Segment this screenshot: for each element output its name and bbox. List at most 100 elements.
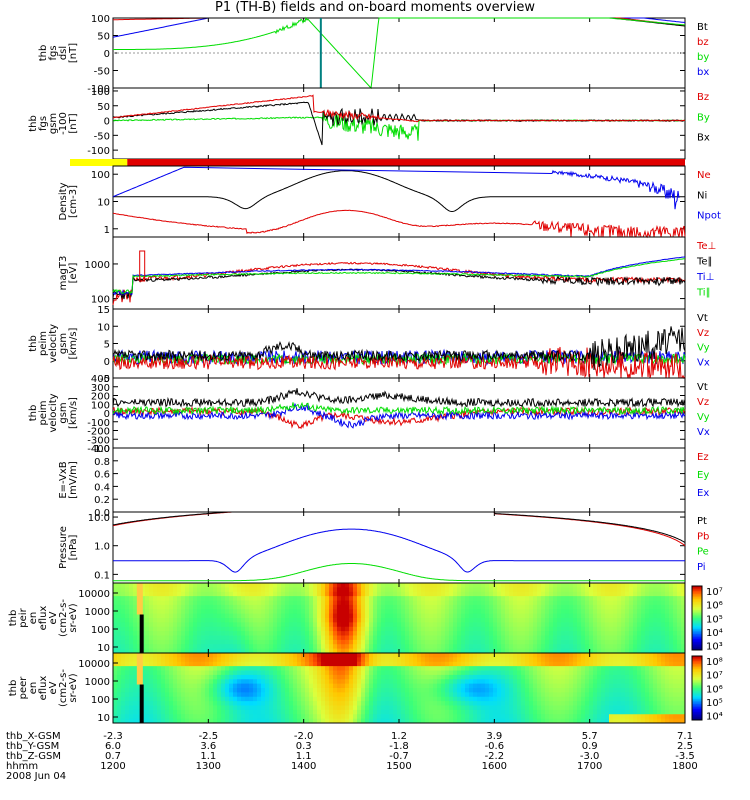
heatmap-cell (157, 696, 162, 702)
heatmap-cell (625, 613, 630, 619)
heatmap-cell (265, 609, 270, 615)
heatmap-cell (365, 583, 370, 588)
heatmap-cell (589, 674, 594, 680)
heatmap-cell (205, 679, 210, 685)
heatmap-cell (165, 609, 170, 615)
heatmap-cell (457, 626, 462, 632)
heatmap-cell (357, 683, 362, 689)
heatmap-cell (365, 604, 370, 610)
heatmap-cell (193, 631, 198, 636)
heatmap-cell (585, 661, 590, 667)
heatmap-cell (301, 644, 306, 650)
heatmap-cell (669, 613, 674, 619)
heatmap-cell (157, 591, 162, 597)
heatmap-cell (473, 618, 478, 623)
heatmap-cell (269, 613, 274, 619)
heatmap-cell (517, 666, 522, 671)
heatmap-cell (173, 670, 178, 676)
heatmap-cell (341, 613, 346, 619)
heatmap-cell (521, 622, 526, 628)
heatmap-cell (453, 635, 458, 641)
heatmap-cell (173, 604, 178, 610)
heatmap-cell (669, 661, 674, 667)
heatmap-cell (645, 683, 650, 689)
heatmap-cell (193, 696, 198, 702)
heatmap-cell (633, 714, 638, 720)
heatmap-cell (397, 696, 402, 702)
heatmap-cell (529, 657, 534, 663)
heatmap-cell (669, 670, 674, 676)
heatmap-cell (149, 591, 154, 597)
heatmap-cell (465, 718, 470, 724)
heatmap-cell (625, 657, 630, 663)
heatmap-cell (545, 587, 550, 593)
heatmap-cell (581, 718, 586, 724)
heatmap-cell (593, 591, 598, 597)
heatmap-cell (669, 639, 674, 645)
heatmap-cell (153, 709, 158, 715)
colorbar-cell (692, 603, 702, 606)
heatmap-cell (133, 653, 138, 658)
heatmap-cell (365, 609, 370, 615)
heatmap-cell (661, 718, 666, 724)
heatmap-cell (125, 596, 130, 601)
heatmap-cell (581, 688, 586, 693)
heatmap-cell (589, 688, 594, 693)
heatmap-cell (365, 701, 370, 706)
heatmap-cell (293, 679, 298, 685)
heatmap-cell (357, 674, 362, 680)
heatmap-cell (609, 714, 614, 720)
heatmap-cell (441, 692, 446, 698)
heatmap-cell (613, 648, 618, 654)
heatmap-cell (141, 666, 146, 671)
heatmap-cell (129, 670, 134, 676)
heatmap-cell (309, 622, 314, 628)
heatmap-cell (641, 626, 646, 632)
heatmap-cell (561, 679, 566, 685)
heatmap-cell (209, 596, 214, 601)
heatmap-cell (397, 661, 402, 667)
heatmap-cell (197, 635, 202, 641)
heatmap-cell (585, 591, 590, 597)
heatmap-cell (509, 600, 514, 606)
heatmap-cell (201, 709, 206, 715)
heatmap-cell (129, 613, 134, 619)
heatmap-cell (125, 604, 130, 610)
heatmap-cell (629, 596, 634, 601)
heatmap-cell (677, 666, 682, 671)
heatmap-cell (125, 591, 130, 597)
heatmap-cell (593, 657, 598, 663)
heatmap-cell (537, 692, 542, 698)
heatmap-cell (145, 670, 150, 676)
heatmap-cell (489, 709, 494, 715)
heatmap-cell (329, 583, 334, 588)
heatmap-cell (581, 657, 586, 663)
heatmap-cell (677, 604, 682, 610)
heatmap-cell (349, 696, 354, 702)
heatmap-cell (185, 622, 190, 628)
heatmap-cell (437, 661, 442, 667)
heatmap-cell (205, 683, 210, 689)
heatmap-cell (317, 701, 322, 706)
heatmap-cell (141, 600, 146, 606)
heatmap-cell (197, 666, 202, 671)
heatmap-cell (529, 622, 534, 628)
heatmap-cell (405, 613, 410, 619)
heatmap-cell (361, 670, 366, 676)
heatmap-cell (565, 679, 570, 685)
heatmap-cell (617, 600, 622, 606)
heatmap-cell (449, 657, 454, 663)
heatmap-cell (257, 718, 262, 724)
heatmap-cell (557, 718, 562, 724)
heatmap-cell (329, 600, 334, 606)
heatmap-cell (305, 622, 310, 628)
heatmap-cell (393, 618, 398, 623)
heatmap-cell (589, 635, 594, 641)
heatmap-cell (273, 644, 278, 650)
heatmap-cell (225, 688, 230, 693)
heatmap-cell (125, 587, 130, 593)
heatmap-cell (197, 709, 202, 715)
heatmap-cell (181, 583, 186, 588)
heatmap-cell (517, 639, 522, 645)
heatmap-cell (337, 670, 342, 676)
